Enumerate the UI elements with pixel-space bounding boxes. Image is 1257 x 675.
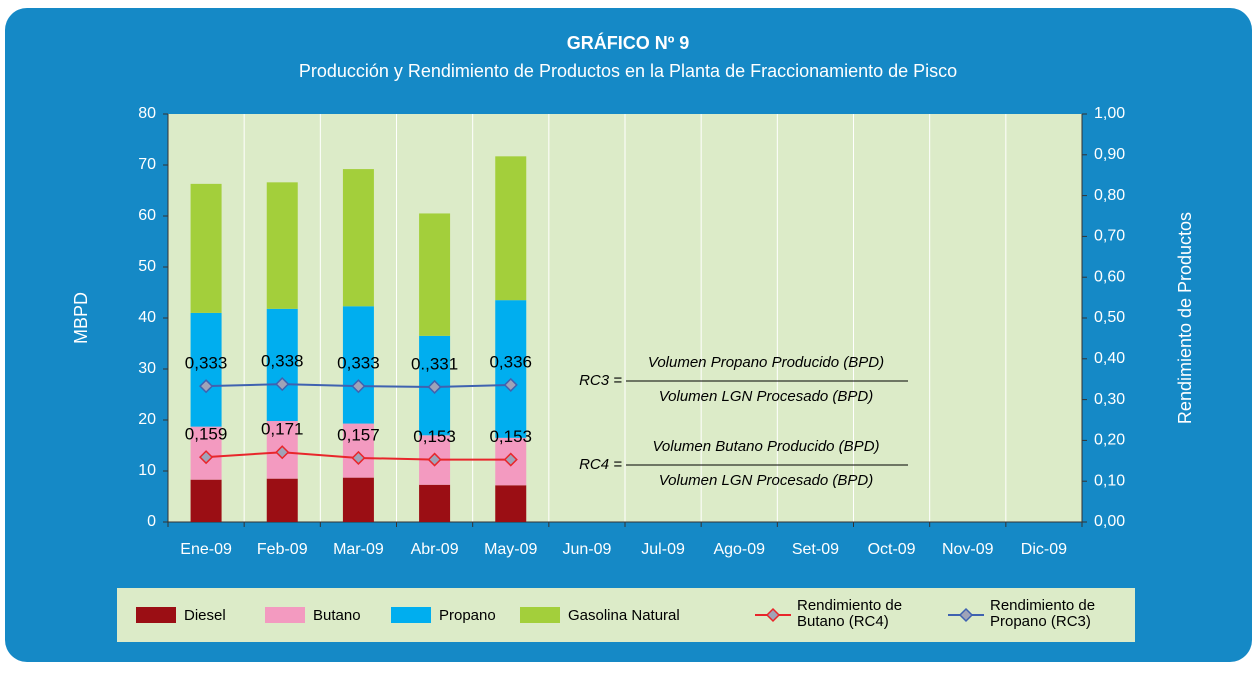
data-label: 0,153 xyxy=(413,427,456,446)
data-label: 0,338 xyxy=(261,352,304,371)
y-tick-label: 60 xyxy=(138,207,156,224)
data-label: 0,157 xyxy=(337,425,380,444)
bar-segment xyxy=(342,477,374,522)
legend-swatch xyxy=(265,607,305,623)
legend-marker xyxy=(765,607,781,623)
y2-tick-label: 0,80 xyxy=(1094,187,1125,204)
bar-segment xyxy=(342,169,374,307)
y2-tick-label: 0,00 xyxy=(1094,513,1125,530)
x-tick-label: May-09 xyxy=(484,541,537,558)
marker xyxy=(199,450,214,465)
legend-marker xyxy=(958,607,974,623)
y2-tick-label: 0,30 xyxy=(1094,391,1125,408)
legend-swatch xyxy=(520,607,560,623)
bar-segment xyxy=(495,156,527,301)
x-tick-label: Jun-09 xyxy=(562,541,611,558)
y-tick-label: 40 xyxy=(138,309,156,326)
marker xyxy=(427,379,442,395)
x-tick-label: Jul-09 xyxy=(641,541,685,558)
legend-label: Rendimiento de Butano (RC4) xyxy=(797,597,903,630)
marker xyxy=(503,377,518,392)
y2-axis-label: Rendimiento de Productos xyxy=(1175,212,1195,424)
x-tick-label: Mar-09 xyxy=(333,541,384,558)
y2-tick-label: 0,20 xyxy=(1094,432,1125,449)
formula-numerator: Volumen Butano Producido (BPD) xyxy=(652,438,879,455)
x-tick-label: Set-09 xyxy=(792,541,839,558)
bar-segment xyxy=(495,300,527,438)
marker xyxy=(351,379,366,394)
bar-segment xyxy=(419,484,451,522)
chart-subtitle: Producción y Rendimiento de Productos en… xyxy=(299,61,957,81)
legend-label: Rendimiento de Propano (RC3) xyxy=(990,597,1096,630)
bar-segment xyxy=(342,306,374,424)
x-tick-label: Oct-09 xyxy=(868,541,916,558)
data-label: 0,171 xyxy=(261,420,304,439)
y-tick-label: 20 xyxy=(138,411,156,428)
x-tick-label: Ago-09 xyxy=(713,541,765,558)
data-label: 0,153 xyxy=(489,427,532,446)
y2-tick-label: 0,60 xyxy=(1094,268,1125,285)
legend-label: Diesel xyxy=(184,607,226,624)
legend-swatch xyxy=(136,607,176,623)
bar-segment xyxy=(266,308,298,422)
y-tick-label: 0 xyxy=(147,513,156,530)
y-tick-label: 10 xyxy=(138,462,156,479)
data-label: 0,336 xyxy=(489,352,532,371)
bar-segment xyxy=(190,312,222,427)
bar-segment xyxy=(419,213,451,336)
marker xyxy=(275,445,290,460)
legend-label: Gasolina Natural xyxy=(568,607,680,624)
x-tick-label: Nov-09 xyxy=(942,541,994,558)
y2-tick-label: 0,50 xyxy=(1094,309,1125,326)
y2-tick-label: 1,00 xyxy=(1094,105,1125,122)
data-label: 0.,331 xyxy=(411,354,458,373)
y-tick-label: 30 xyxy=(138,360,156,377)
data-label: 0,333 xyxy=(337,354,380,373)
marker xyxy=(351,450,366,466)
formula-numerator: Volumen Propano Producido (BPD) xyxy=(648,354,884,371)
bar-segment xyxy=(342,423,374,478)
y-tick-label: 80 xyxy=(138,105,156,122)
bar-segment xyxy=(266,182,298,309)
y-tick-label: 70 xyxy=(138,156,156,173)
bar-segment xyxy=(266,478,298,522)
formula-lhs: RC3 = xyxy=(579,372,622,389)
y-axis-label: MBPD xyxy=(71,292,91,344)
formula-lhs: RC4 = xyxy=(579,456,622,473)
x-tick-label: Ene-09 xyxy=(180,541,232,558)
data-label: 0,333 xyxy=(185,354,228,373)
x-tick-label: Feb-09 xyxy=(257,541,308,558)
x-tick-label: Dic-09 xyxy=(1021,541,1067,558)
legend-label: Propano xyxy=(439,607,496,624)
legend-swatch xyxy=(391,607,431,623)
marker xyxy=(427,452,442,467)
y2-tick-label: 0,70 xyxy=(1094,228,1125,245)
bar-segment xyxy=(190,479,222,522)
data-label: 0,159 xyxy=(185,425,228,444)
formula-denominator: Volumen LGN Procesado (BPD) xyxy=(659,472,874,489)
marker xyxy=(199,379,214,394)
formula-denominator: Volumen LGN Procesado (BPD) xyxy=(659,388,874,405)
chart-title: GRÁFICO Nº 9 xyxy=(567,32,690,53)
x-tick-label: Abr-09 xyxy=(411,541,459,558)
marker xyxy=(275,377,290,392)
y2-tick-label: 0,90 xyxy=(1094,146,1125,163)
y2-tick-label: 0,10 xyxy=(1094,472,1125,489)
y-tick-label: 50 xyxy=(138,258,156,275)
y2-tick-label: 0,40 xyxy=(1094,350,1125,367)
marker xyxy=(503,452,518,467)
legend-label: Butano xyxy=(313,607,361,624)
bar-segment xyxy=(495,485,527,522)
bar-segment xyxy=(190,183,222,313)
